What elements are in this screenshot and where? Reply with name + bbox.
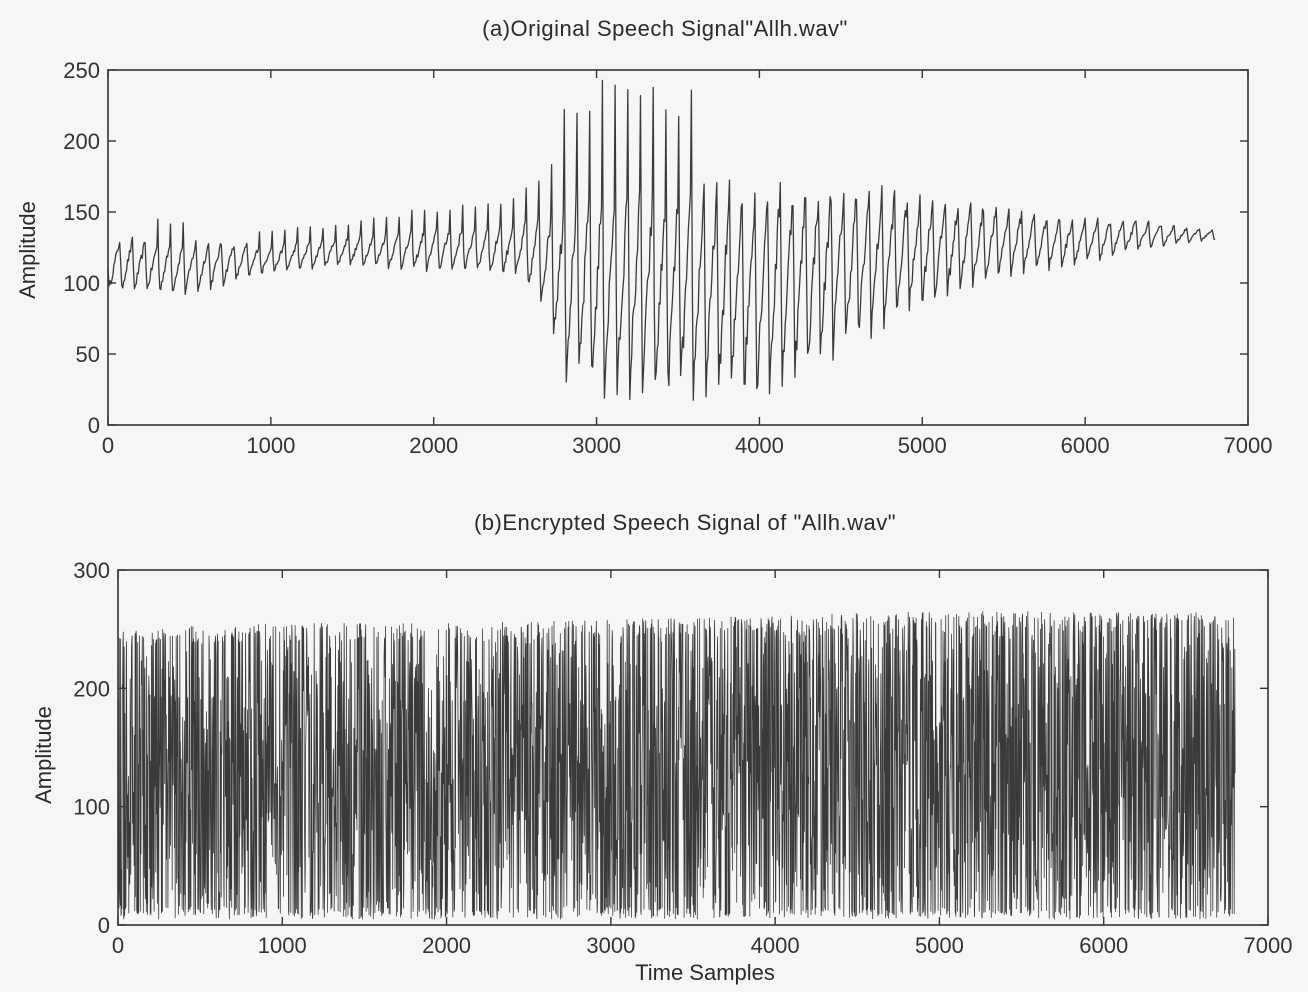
- chart-b-xtick-label: 0: [112, 933, 124, 958]
- chart-a-ytick-label: 200: [63, 129, 100, 154]
- chart-a-xtick-label: 5000: [898, 433, 947, 458]
- chart-b-xtick-label: 7000: [1244, 933, 1293, 958]
- chart-b-xtick-label: 6000: [1079, 933, 1128, 958]
- chart-a-xtick-label: 1000: [246, 433, 295, 458]
- chart-b-xtick-label: 2000: [422, 933, 471, 958]
- chart-encrypted-signal: (b)Encrypted Speech Signal of "Allh.wav"…: [0, 490, 1308, 990]
- chart-a-axes-frame: [107, 69, 1249, 426]
- chart-a-xtick-label: 3000: [572, 433, 621, 458]
- chart-a-plot: 0 1000 2000 3000 4000 5000 6000 7000 0 50 100 150 20…: [63, 58, 1273, 458]
- chart-a-xtick-label: 2000: [409, 433, 458, 458]
- chart-b-xtick-label: 1000: [258, 933, 307, 958]
- chart-a-ytick-label: 150: [63, 200, 100, 225]
- chart-a-title: (a)Original Speech Signal"Allh.wav": [482, 16, 848, 41]
- chart-b-xtick-label: 5000: [915, 933, 964, 958]
- chart-b-xtick-label: 3000: [586, 933, 635, 958]
- chart-b-ytick-label: 200: [73, 676, 110, 701]
- chart-a-xtick-label: 4000: [735, 433, 784, 458]
- chart-a-ytick-label: 100: [63, 271, 100, 296]
- chart-a-signal-line: [107, 79, 1216, 401]
- chart-a-xtick-label: 7000: [1224, 433, 1273, 458]
- chart-b-title: (b)Encrypted Speech Signal of "Allh.wav": [473, 510, 897, 535]
- chart-a-ytick-label: 50: [76, 342, 100, 367]
- chart-a-ytick-label: 0: [88, 413, 100, 438]
- chart-b-signal-line: [117, 611, 1236, 920]
- chart-a-xtick-label: 6000: [1061, 433, 1110, 458]
- chart-b-ytick-label: 300: [73, 558, 110, 583]
- chart-a-xtick-label: 0: [102, 433, 114, 458]
- chart-a-ytick-label: 250: [63, 58, 100, 83]
- chart-original-signal: (a)Original Speech Signal"Allh.wav" Ampl…: [0, 0, 1308, 470]
- chart-b-plot: 0 1000 2000 3000 4000 5000 6000 7000 0 100 200 300: [73, 558, 1293, 958]
- chart-b-xtick-label: 4000: [751, 933, 800, 958]
- chart-b-ytick-label: 100: [73, 795, 110, 820]
- chart-b-ytick-label: 0: [98, 913, 110, 938]
- chart-b-xlabel: Time Samples: [635, 960, 775, 985]
